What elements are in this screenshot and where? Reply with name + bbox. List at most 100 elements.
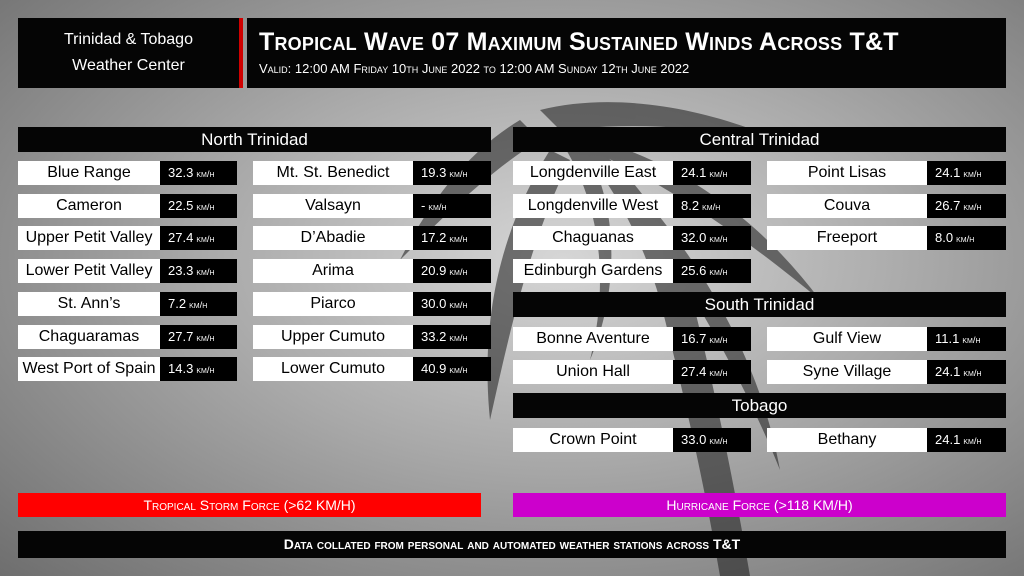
wind-unit: km/h xyxy=(702,202,721,213)
station-row: Longdenville West 8.2 km/h xyxy=(513,194,751,218)
station-name: Upper Cumuto xyxy=(253,325,413,349)
wind-speed: 11.1 xyxy=(935,331,960,346)
station-name: Blue Range xyxy=(18,161,160,185)
brand-box: Trinidad & Tobago Weather Center xyxy=(18,18,243,88)
wind-value: 27.4 km/h xyxy=(160,226,237,250)
wind-speed: 14.3 xyxy=(168,361,194,376)
station-name: Valsayn xyxy=(253,194,413,218)
station-row: Cameron 22.5 km/h xyxy=(18,194,237,218)
station-name: Upper Petit Valley xyxy=(18,226,160,250)
station-row: Couva 26.7 km/h xyxy=(767,194,1006,218)
wind-unit: km/h xyxy=(709,368,728,379)
station-row: Bethany 24.1 km/h xyxy=(767,428,1006,452)
wind-speed: 7.2 xyxy=(168,296,187,311)
brand-line-2: Weather Center xyxy=(72,57,185,74)
valid-period: Valid: 12:00 AM Friday 10th June 2022 to… xyxy=(259,61,690,76)
wind-speed: 19.3 xyxy=(421,165,447,180)
wind-unit: km/h xyxy=(963,202,982,213)
wind-unit: km/h xyxy=(196,365,215,376)
wind-unit: km/h xyxy=(963,169,982,180)
wind-speed: 8.2 xyxy=(681,198,700,213)
station-name: Gulf View xyxy=(767,327,927,351)
wind-value: 32.0 km/h xyxy=(673,226,751,250)
wind-speed: 32.0 xyxy=(681,230,707,245)
wind-speed: 25.6 xyxy=(681,263,707,278)
wind-value: 24.1 km/h xyxy=(927,428,1006,452)
wind-value: 16.7 km/h xyxy=(673,327,751,351)
footer-note: Data collated from personal and automate… xyxy=(18,531,1006,558)
wind-speed: 27.4 xyxy=(168,230,194,245)
wind-value: - km/h xyxy=(413,194,491,218)
region-header-tobago: Tobago xyxy=(513,393,1006,418)
wind-speed: - xyxy=(421,198,426,213)
station-name: Piarco xyxy=(253,292,413,316)
wind-unit: km/h xyxy=(196,267,215,278)
wind-value: 32.3 km/h xyxy=(160,161,237,185)
station-row: St. Ann’s 7.2 km/h xyxy=(18,292,237,316)
wind-speed: 24.1 xyxy=(935,432,961,447)
region-header-north: North Trinidad xyxy=(18,127,491,152)
wind-unit: km/h xyxy=(962,335,981,346)
station-row: Upper Cumuto 33.2 km/h xyxy=(253,325,491,349)
station-name: Couva xyxy=(767,194,927,218)
wind-value: 24.1 km/h xyxy=(927,360,1006,384)
station-name: Crown Point xyxy=(513,428,673,452)
wind-unit: km/h xyxy=(449,267,468,278)
wind-unit: km/h xyxy=(196,234,215,245)
wind-value: 24.1 km/h xyxy=(673,161,751,185)
station-row: Chaguaramas 27.7 km/h xyxy=(18,325,237,349)
wind-unit: km/h xyxy=(449,234,468,245)
wind-unit: km/h xyxy=(963,436,982,447)
station-name: Chaguanas xyxy=(513,226,673,250)
wind-speed: 17.2 xyxy=(421,230,447,245)
station-name: Lower Cumuto xyxy=(253,357,413,381)
station-row: Lower Cumuto 40.9 km/h xyxy=(253,357,491,381)
wind-speed: 30.0 xyxy=(421,296,447,311)
station-row: Crown Point 33.0 km/h xyxy=(513,428,751,452)
wind-speed: 24.1 xyxy=(681,165,707,180)
wind-speed: 33.2 xyxy=(421,329,447,344)
wind-unit: km/h xyxy=(189,300,208,311)
wind-speed: 16.7 xyxy=(681,331,707,346)
station-row: Bonne Aventure 16.7 km/h xyxy=(513,327,751,351)
wind-unit: km/h xyxy=(709,335,728,346)
wind-speed: 32.3 xyxy=(168,165,194,180)
station-row: D’Abadie 17.2 km/h xyxy=(253,226,491,250)
station-row: Blue Range 32.3 km/h xyxy=(18,161,237,185)
wind-speed: 8.0 xyxy=(935,230,954,245)
station-row: Syne Village 24.1 km/h xyxy=(767,360,1006,384)
wind-value: 20.9 km/h xyxy=(413,259,491,283)
station-name: St. Ann’s xyxy=(18,292,160,316)
station-row: Point Lisas 24.1 km/h xyxy=(767,161,1006,185)
station-row: Gulf View 11.1 km/h xyxy=(767,327,1006,351)
station-name: Syne Village xyxy=(767,360,927,384)
wind-value: 26.7 km/h xyxy=(927,194,1006,218)
station-row: Freeport 8.0 km/h xyxy=(767,226,1006,250)
wind-unit: km/h xyxy=(956,234,975,245)
station-name: Chaguaramas xyxy=(18,325,160,349)
wind-value: 25.6 km/h xyxy=(673,259,751,283)
station-row: Piarco 30.0 km/h xyxy=(253,292,491,316)
legend-hurricane: Hurricane Force (>118 KM/H) xyxy=(513,493,1006,517)
station-name: Lower Petit Valley xyxy=(18,259,160,283)
wind-unit: km/h xyxy=(449,365,468,376)
wind-unit: km/h xyxy=(196,169,215,180)
station-name: Edinburgh Gardens xyxy=(513,259,673,283)
wind-unit: km/h xyxy=(196,333,215,344)
wind-value: 33.2 km/h xyxy=(413,325,491,349)
wind-speed: 24.1 xyxy=(935,364,961,379)
wind-value: 40.9 km/h xyxy=(413,357,491,381)
wind-unit: km/h xyxy=(428,202,447,213)
station-row: Chaguanas 32.0 km/h xyxy=(513,226,751,250)
station-row: Lower Petit Valley 23.3 km/h xyxy=(18,259,237,283)
station-name: Bonne Aventure xyxy=(513,327,673,351)
station-name: Longdenville East xyxy=(513,161,673,185)
wind-speed: 23.3 xyxy=(168,263,194,278)
station-name: Mt. St. Benedict xyxy=(253,161,413,185)
wind-unit: km/h xyxy=(709,267,728,278)
region-header-south: South Trinidad xyxy=(513,292,1006,317)
wind-unit: km/h xyxy=(709,234,728,245)
wind-value: 17.2 km/h xyxy=(413,226,491,250)
station-row: Arima 20.9 km/h xyxy=(253,259,491,283)
